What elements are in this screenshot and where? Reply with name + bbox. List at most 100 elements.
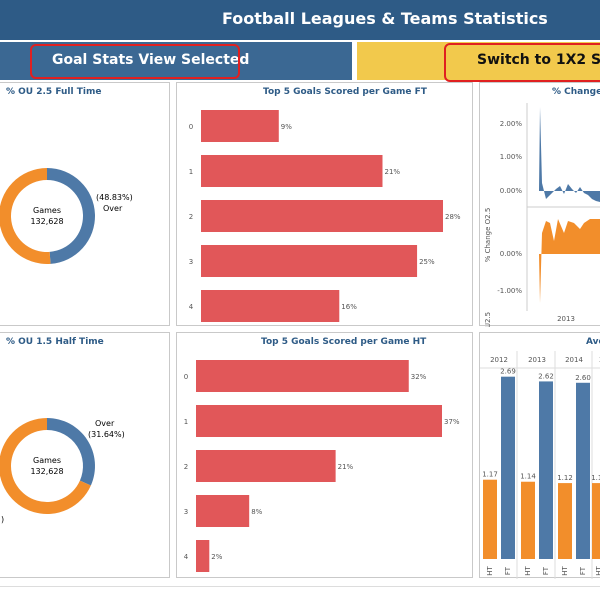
donut-ou15-center-label: Games xyxy=(33,456,61,465)
goal-stats-view-label: Goal Stats View Selected xyxy=(52,52,250,68)
goals-ht-category-label: 4 xyxy=(184,553,189,561)
avg-value-label: 1.12 xyxy=(557,474,573,482)
avg-x-label: HT xyxy=(595,566,600,576)
avg-value-label: 2.69 xyxy=(500,368,516,376)
goals-ft-value-label: 16% xyxy=(341,303,357,311)
avg-bar-ht[interactable] xyxy=(483,479,497,559)
donut-chart-ou15: Games 132,628 Over (31.64%) ) xyxy=(0,418,125,524)
y-tick-change-o25: 2.00% xyxy=(500,120,523,128)
goals-ft-value-label: 9% xyxy=(281,123,292,131)
goals-ht-category-label: 3 xyxy=(184,508,188,516)
avg-bar-ht[interactable] xyxy=(521,481,535,559)
goals-ht-bar[interactable] xyxy=(196,405,442,437)
line-chart-percent-change: % Change O2.5 % Change U2.5 2013 2.00% 1.… xyxy=(484,103,600,327)
panel-title-average: Ave xyxy=(586,337,600,347)
panel-title-ou25: % OU 2.5 Full Time xyxy=(6,87,102,97)
area-change-u25[interactable] xyxy=(539,219,600,303)
bar-chart-goals-ht: 0 32% 1 37% 2 21% 3 8% 4 2% xyxy=(184,360,460,572)
switch-highlight-outline xyxy=(444,43,600,82)
area-change-o25[interactable] xyxy=(539,107,600,202)
avg-bar-ft[interactable] xyxy=(501,376,515,559)
donut-slice-over[interactable] xyxy=(47,168,96,264)
avg-bar-ht[interactable] xyxy=(558,483,572,559)
avg-year-label: 2013 xyxy=(528,356,546,364)
y-tick-change-o25: 0.00% xyxy=(500,187,523,195)
avg-x-label: FT xyxy=(579,566,587,575)
panel-title-ou15: % OU 1.5 Half Time xyxy=(6,337,104,347)
dashboard-footer xyxy=(0,586,600,601)
dashboard-header: Football Leagues & Teams Statistics xyxy=(0,0,600,40)
goals-ht-category-label: 0 xyxy=(184,373,188,381)
page-title: Football Leagues & Teams Statistics xyxy=(222,9,548,28)
avg-year-label: 2014 xyxy=(565,356,583,364)
avg-x-label: FT xyxy=(542,566,550,575)
donut-ou25-center-value: 132,628 xyxy=(30,217,63,226)
avg-value-label: 1.14 xyxy=(520,473,536,481)
goals-ft-value-label: 28% xyxy=(445,213,461,221)
avg-bar-ht[interactable] xyxy=(592,483,600,559)
avg-value-label: 2.60 xyxy=(575,374,591,382)
goal-stats-highlight-outline xyxy=(30,44,240,79)
goals-ht-bar[interactable] xyxy=(196,495,250,527)
goals-ht-value-label: 21% xyxy=(338,463,354,471)
goals-ft-bar[interactable] xyxy=(201,200,443,232)
goals-ht-value-label: 32% xyxy=(411,373,427,381)
panel-title-change: % Change O xyxy=(552,87,600,97)
donut-ou15-center-value: 132,628 xyxy=(30,467,63,476)
donut-ou15 xyxy=(0,418,95,514)
goals-ht-bar[interactable] xyxy=(196,450,336,482)
goal-stats-view-button[interactable]: Goal Stats View Selected xyxy=(0,42,352,80)
donut-ou25-side-label: Over xyxy=(103,204,123,213)
goals-ht-value-label: 37% xyxy=(444,418,460,426)
avg-x-label: HT xyxy=(561,566,569,576)
donut-ou15-cut-label: ) xyxy=(1,515,4,524)
avg-bar-ft[interactable] xyxy=(576,382,590,559)
avg-x-label: FT xyxy=(504,566,512,575)
goals-ft-category-label: 3 xyxy=(189,258,193,266)
y-tick-change-u25: -1.00% xyxy=(497,287,522,295)
donut-ou15-pct-label: (31.64%) xyxy=(88,430,125,439)
panel-title-goals-ft: Top 5 Goals Scored per Game FT xyxy=(263,87,427,97)
goals-ft-value-label: 21% xyxy=(385,168,401,176)
panel-ou25-full-time: % OU 2.5 Full Time Games 132,628 (48.83%… xyxy=(0,82,170,326)
goals-ft-value-label: 25% xyxy=(419,258,435,266)
avg-x-label: HT xyxy=(486,566,494,576)
goals-ft-bar[interactable] xyxy=(201,110,279,142)
y-tick-change-o25: 1.00% xyxy=(500,153,523,161)
axis-label-change-o25: % Change O2.5 xyxy=(484,208,492,263)
goals-ht-bar[interactable] xyxy=(196,540,210,572)
goals-ht-value-label: 8% xyxy=(251,508,262,516)
donut-ou25-pct-label: (48.83%) xyxy=(96,193,133,202)
panel-goals-ht: Top 5 Goals Scored per Game HT 0 32% 1 37% 2… xyxy=(176,332,473,578)
donut-slice-other[interactable] xyxy=(0,168,51,264)
panel-average-goals: Ave 2012 1.17 HT 2.69 FT 2013 1.14 HT 2.62 FT 2014… xyxy=(479,332,600,579)
donut-ou25-center-label: Games xyxy=(33,206,61,215)
goals-ht-category-label: 1 xyxy=(184,418,188,426)
bar-chart-goals-ft: 0 9% 1 21% 2 28% 3 25% 4 16% xyxy=(189,110,461,322)
panel-percent-change: % Change O % Change O2.5 % Change U2.5 2… xyxy=(479,82,600,327)
goals-ft-bar[interactable] xyxy=(201,155,383,187)
axis-label-change-u25: % Change U2.5 xyxy=(484,312,492,327)
switch-1x2-stats-label: Switch to 1X2 Stat xyxy=(477,52,600,68)
avg-year-label: 2012 xyxy=(490,356,508,364)
avg-value-label: 2.62 xyxy=(538,372,554,380)
goals-ht-category-label: 2 xyxy=(184,463,188,471)
y-tick-change-u25: 0.00% xyxy=(500,250,523,258)
goals-ht-value-label: 2% xyxy=(211,553,222,561)
bar-chart-average-goals: 2012 1.17 HT 2.69 FT 2013 1.14 HT 2.62 FT 2014 1.12… xyxy=(480,351,600,579)
goals-ft-bar[interactable] xyxy=(201,290,340,322)
switch-1x2-stats-button[interactable]: Switch to 1X2 Stat xyxy=(357,42,600,80)
goals-ft-category-label: 0 xyxy=(189,123,193,131)
donut-chart-ou25: Games 132,628 (48.83%) Over xyxy=(0,168,133,264)
avg-bar-ft[interactable] xyxy=(539,381,553,559)
avg-value-label: 1.12 xyxy=(591,474,600,482)
goals-ft-bar[interactable] xyxy=(201,245,418,277)
donut-ou15-side-label: Over xyxy=(95,419,115,428)
goals-ht-bar[interactable] xyxy=(196,360,409,392)
goals-ft-category-label: 1 xyxy=(189,168,193,176)
goals-ft-category-label: 4 xyxy=(189,303,194,311)
panel-title-goals-ht: Top 5 Goals Scored per Game HT xyxy=(261,337,427,347)
goals-ft-category-label: 2 xyxy=(189,213,193,221)
donut-slice-over[interactable] xyxy=(47,418,95,486)
panel-ou15-half-time: % OU 1.5 Half Time Games 132,628 Over (3… xyxy=(0,332,170,578)
